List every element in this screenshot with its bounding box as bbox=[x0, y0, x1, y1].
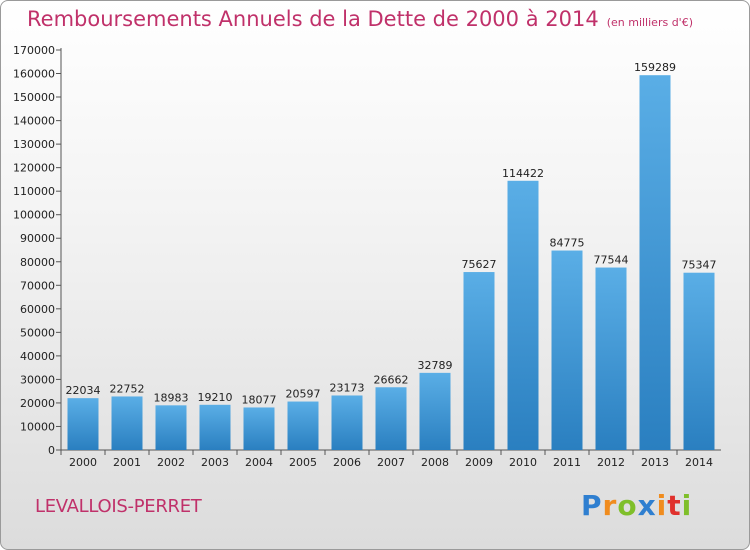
value-labels-group: 22034 22752 18983 19210 18077 20597 23173 26662… bbox=[66, 61, 717, 406]
x-tick-label: 2007 bbox=[377, 456, 405, 469]
bar-2009 bbox=[463, 272, 495, 450]
x-tick-label: 2001 bbox=[113, 456, 141, 469]
bars-group bbox=[67, 75, 715, 450]
x-tick-label: 2010 bbox=[509, 456, 537, 469]
value-label-2011: 84775 bbox=[550, 237, 585, 250]
value-label-2005: 20597 bbox=[286, 388, 321, 401]
y-tick-label: 10000 bbox=[20, 420, 55, 433]
bar-2001 bbox=[111, 396, 143, 450]
bar-2008 bbox=[419, 372, 451, 450]
value-label-2004: 18077 bbox=[242, 393, 277, 406]
y-tick-label: 160000 bbox=[13, 68, 55, 81]
logo-letter: i bbox=[656, 489, 668, 522]
logo-letter: t bbox=[667, 489, 682, 522]
y-tick-label: 20000 bbox=[20, 397, 55, 410]
x-tick-label: 2012 bbox=[597, 456, 625, 469]
city-name: LEVALLOIS-PERRET bbox=[35, 496, 202, 517]
x-tick-label: 2008 bbox=[421, 456, 449, 469]
value-label-2013: 159289 bbox=[634, 61, 676, 74]
x-tick-label: 2013 bbox=[641, 456, 669, 469]
x-axis: 2000 2001 2002 2003 2004 2005 2006 2007 2008 2009… bbox=[60, 449, 721, 469]
x-tick-label: 2009 bbox=[465, 456, 493, 469]
value-label-2000: 22034 bbox=[66, 384, 101, 397]
logo-letter: x bbox=[637, 489, 657, 522]
y-tick-label: 100000 bbox=[13, 209, 55, 222]
x-tick-label: 2014 bbox=[685, 456, 713, 469]
x-tick-label: 2002 bbox=[157, 456, 185, 469]
bar-2014 bbox=[683, 272, 715, 450]
bar-2003 bbox=[199, 404, 231, 450]
x-tick-label: 2003 bbox=[201, 456, 229, 469]
x-tick-label: 2006 bbox=[333, 456, 361, 469]
bar-2011 bbox=[551, 250, 583, 450]
logo-letter: o bbox=[617, 489, 638, 522]
bar-2010 bbox=[507, 180, 539, 450]
y-tick-label: 150000 bbox=[13, 91, 55, 104]
y-tick-label: 70000 bbox=[20, 279, 55, 292]
y-tick-label: 40000 bbox=[20, 350, 55, 363]
bar-2002 bbox=[155, 405, 187, 450]
bar-2013 bbox=[639, 75, 671, 450]
value-label-2014: 75347 bbox=[682, 259, 717, 272]
logo-letter: i bbox=[681, 489, 693, 522]
y-tick-label: 50000 bbox=[20, 326, 55, 339]
logo-letter: P bbox=[581, 489, 603, 522]
y-tick-label: 0 bbox=[48, 444, 55, 457]
value-label-2006: 23173 bbox=[330, 381, 365, 394]
y-tick-label: 120000 bbox=[13, 162, 55, 175]
x-tick-label: 2011 bbox=[553, 456, 581, 469]
value-label-2007: 26662 bbox=[374, 373, 409, 386]
bar-2000 bbox=[67, 398, 99, 450]
bar-2006 bbox=[331, 395, 363, 450]
chart-subtitle: (en milliers d'€) bbox=[606, 16, 693, 29]
value-label-2009: 75627 bbox=[462, 258, 497, 271]
bar-2007 bbox=[375, 387, 407, 450]
y-tick-label: 80000 bbox=[20, 256, 55, 269]
y-tick-label: 60000 bbox=[20, 303, 55, 316]
bar-2012 bbox=[595, 267, 627, 450]
logo-letter: r bbox=[602, 489, 618, 522]
bar-2005 bbox=[287, 401, 319, 450]
x-tick-label: 2005 bbox=[289, 456, 317, 469]
x-tick-label: 2004 bbox=[245, 456, 273, 469]
value-label-2008: 32789 bbox=[418, 359, 453, 372]
x-tick-label: 2000 bbox=[69, 456, 97, 469]
y-tick-label: 140000 bbox=[13, 115, 55, 128]
y-tick-label: 110000 bbox=[13, 185, 55, 198]
y-axis: 0 10000 20000 30000 40000 50000 60000 70000 8000… bbox=[13, 44, 62, 457]
value-label-2003: 19210 bbox=[198, 391, 233, 404]
y-tick-label: 130000 bbox=[13, 138, 55, 151]
y-tick-label: 90000 bbox=[20, 232, 55, 245]
value-label-2001: 22752 bbox=[110, 382, 145, 395]
proxiti-logo: Proxiti bbox=[581, 489, 692, 522]
bar-2004 bbox=[243, 407, 275, 450]
y-tick-label: 30000 bbox=[20, 373, 55, 386]
y-tick-label: 170000 bbox=[13, 44, 55, 57]
chart-title: Remboursements Annuels de la Dette de 20… bbox=[27, 7, 693, 31]
chart-title-text: Remboursements Annuels de la Dette de 20… bbox=[27, 7, 599, 31]
value-label-2012: 77544 bbox=[594, 254, 629, 267]
value-label-2002: 18983 bbox=[154, 391, 189, 404]
value-label-2010: 114422 bbox=[502, 167, 544, 180]
